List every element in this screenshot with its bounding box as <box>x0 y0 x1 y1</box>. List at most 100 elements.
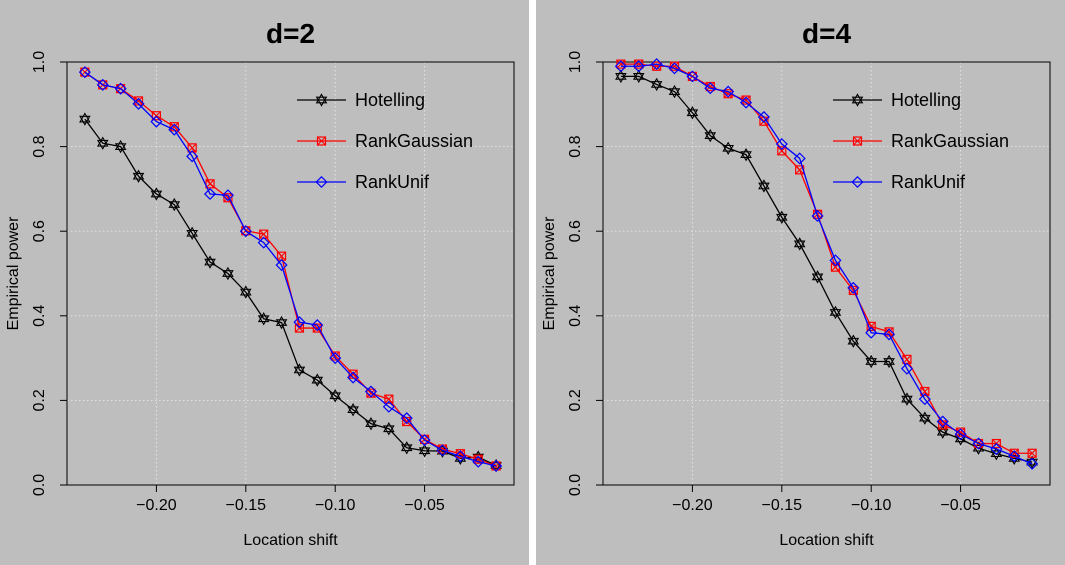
data-point <box>79 112 91 126</box>
data-point <box>704 128 717 143</box>
data-point <box>650 77 663 92</box>
data-point <box>936 415 949 428</box>
plot-frame <box>66 61 515 486</box>
data-point <box>865 354 878 369</box>
y-tick-label: 0.4 <box>31 305 48 327</box>
data-point <box>632 60 645 73</box>
x-axis: −0.20 −0.15 −0.10 −0.05 Location shift <box>672 485 981 549</box>
data-point <box>775 210 788 224</box>
y-tick-label: 1.0 <box>567 51 584 73</box>
data-point <box>221 189 234 202</box>
data-point <box>114 82 127 95</box>
legend-item: Hotelling <box>833 90 961 110</box>
data-point <box>311 373 324 387</box>
data-point <box>900 362 914 375</box>
y-tick-label: 0.6 <box>31 220 48 242</box>
data-point <box>384 394 394 404</box>
data-point <box>972 437 985 450</box>
data-point <box>168 123 181 136</box>
chart-d2: d=2 −0.20 −0.15 −0.10 −0.05 Location shift 0.0… <box>0 0 529 565</box>
x-axis: −0.20 −0.15 −0.10 −0.05 Location shift <box>136 485 445 549</box>
data-point <box>132 169 145 183</box>
data-point <box>418 434 431 447</box>
y-axis: 0.0 0.2 0.4 0.6 0.8 1.0 Empirical power <box>5 51 67 496</box>
legend-item: RankUnif <box>833 172 966 192</box>
x-tick-label: −0.15 <box>762 497 803 514</box>
data-point <box>347 371 360 384</box>
data-point <box>1008 450 1021 463</box>
data-point <box>686 70 699 83</box>
legend-item: RankGaussian <box>297 131 473 151</box>
data-point <box>365 416 377 431</box>
data-point <box>829 254 842 267</box>
data-point <box>454 450 467 463</box>
legend-marker <box>852 136 863 146</box>
chart-title: d=4 <box>802 18 851 49</box>
legend-label: RankUnif <box>355 172 430 192</box>
y-axis-label: Empirical power <box>5 216 22 330</box>
data-point <box>883 354 895 369</box>
series-hotelling <box>79 112 502 473</box>
data-point <box>668 62 681 75</box>
x-tick-label: −0.05 <box>404 497 445 514</box>
data-point <box>954 428 967 441</box>
data-point <box>293 316 306 329</box>
x-tick-label: −0.10 <box>851 497 892 514</box>
data-point <box>758 179 770 193</box>
legend-marker <box>851 93 864 107</box>
data-point <box>668 84 681 99</box>
y-tick-label: 0.0 <box>567 474 584 496</box>
data-point <box>205 179 215 189</box>
data-point <box>114 139 127 154</box>
data-point <box>186 150 199 163</box>
legend-label: RankUnif <box>891 172 966 192</box>
data-point <box>186 226 198 241</box>
data-point <box>757 110 770 124</box>
data-point <box>400 441 413 455</box>
data-point <box>1009 448 1019 458</box>
data-point <box>990 442 1003 456</box>
data-point <box>847 334 860 348</box>
data-point <box>793 152 806 165</box>
data-point <box>901 392 913 406</box>
x-tick-label: −0.10 <box>315 497 356 514</box>
data-point <box>257 236 270 249</box>
data-point <box>293 363 306 377</box>
data-point <box>650 58 663 71</box>
legend-marker <box>315 175 328 189</box>
data-point <box>1026 457 1039 470</box>
legend-label: RankGaussian <box>355 131 473 151</box>
data-point <box>132 97 145 110</box>
y-tick-label: 1.0 <box>31 51 48 73</box>
data-point <box>865 326 878 339</box>
data-point <box>222 266 234 281</box>
data-point <box>311 319 324 332</box>
data-point <box>490 459 503 473</box>
legend-item: Hotelling <box>297 90 425 110</box>
panel-background <box>0 0 529 565</box>
data-point <box>919 411 931 425</box>
data-point <box>329 352 342 365</box>
data-point <box>739 96 753 109</box>
y-tick-label: 0.4 <box>567 305 584 327</box>
data-point <box>257 312 270 326</box>
legend-marker <box>316 136 327 146</box>
legend: Hotelling RankGaussian RankUnif <box>833 90 1009 192</box>
x-tick-label: −0.15 <box>226 497 267 514</box>
legend-item: RankGaussian <box>833 131 1009 151</box>
legend-label: Hotelling <box>891 90 961 110</box>
data-point <box>436 444 449 457</box>
data-point <box>275 258 288 272</box>
data-point <box>811 270 824 284</box>
data-point <box>96 136 109 150</box>
data-point <box>1027 448 1037 458</box>
y-tick-label: 0.8 <box>567 135 584 157</box>
data-point <box>956 427 966 437</box>
y-tick-label: 0.2 <box>567 389 584 411</box>
legend: Hotelling RankGaussian RankUnif <box>297 90 473 192</box>
data-point <box>686 106 699 120</box>
y-tick-label: 0.6 <box>567 220 584 242</box>
legend-label: Hotelling <box>355 90 425 110</box>
data-point <box>347 403 359 417</box>
data-point <box>615 69 627 84</box>
